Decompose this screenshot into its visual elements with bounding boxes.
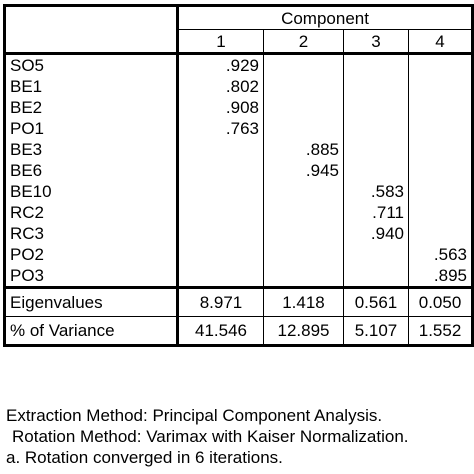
note-extraction-method: Extraction Method: Principal Component A… — [6, 406, 383, 425]
variance-row: % of Variance 41.546 12.895 5.107 1.552 — [4, 316, 473, 346]
summary-cell-1: 41.546 — [177, 316, 264, 346]
loading-cell-4 — [407, 181, 473, 202]
loading-cell-4: .563 — [407, 244, 473, 265]
summary-cell-4: 1.552 — [407, 316, 473, 346]
row-label: SO5 — [4, 53, 179, 76]
loading-cell-3 — [343, 244, 409, 265]
loading-cell-2: .885 — [263, 139, 344, 160]
loading-cell-1 — [178, 160, 264, 181]
loading-cell-2 — [263, 97, 344, 118]
component-number-3: 3 — [343, 29, 409, 55]
loading-cell-4 — [407, 160, 473, 181]
row-label: BE10 — [4, 181, 179, 202]
table-row: BE3 .885 — [4, 139, 473, 160]
row-label: PO3 — [4, 265, 179, 288]
loading-cell-3 — [343, 139, 409, 160]
table-row: BE6 .945 — [4, 160, 473, 181]
summary-cell-4: 0.050 — [407, 286, 473, 317]
table-row: RC2 .711 — [4, 202, 473, 223]
loading-cell-1 — [178, 223, 264, 244]
summary-cell-3: 0.561 — [343, 286, 409, 317]
loading-cell-4 — [407, 118, 473, 139]
loading-cell-1 — [178, 202, 264, 223]
table-row: RC3 .940 — [4, 223, 473, 244]
table-notes: Extraction Method: Principal Component A… — [6, 405, 472, 468]
loading-cell-4 — [407, 97, 473, 118]
loading-cell-1 — [178, 139, 264, 160]
loading-cell-2 — [263, 53, 344, 76]
loading-cell-3 — [343, 76, 409, 97]
summary-cell-2: 12.895 — [263, 316, 344, 346]
loading-cell-4: .895 — [407, 265, 473, 288]
summary-cell-3: 5.107 — [343, 316, 409, 346]
note-rotation-method: Rotation Method: Varimax with Kaiser Nor… — [12, 427, 409, 446]
loading-cell-1: .908 — [225, 98, 259, 117]
loading-cell-1 — [178, 265, 264, 288]
table-row: PO1 .763 — [4, 118, 473, 139]
component-number-1: 1 — [177, 29, 264, 55]
table-row: PO3 .895 — [4, 265, 473, 288]
loading-cell-3 — [343, 53, 409, 76]
header-row-numbers: 1 2 3 4 — [5, 29, 473, 55]
loading-cell-2 — [263, 202, 344, 223]
loading-cell-4 — [407, 53, 473, 76]
row-label: BE3 — [4, 139, 179, 160]
loading-cell-1: .763 — [225, 119, 259, 138]
row-label: BE6 — [4, 160, 179, 181]
summary-body: Eigenvalues 8.971 1.418 0.561 0.050% of Vari… — [4, 286, 473, 346]
loading-cell-3 — [343, 97, 409, 118]
table-row: PO2 .563 — [4, 244, 473, 265]
note-rotation-converged: a. Rotation converged in 6 iterations. — [6, 448, 283, 467]
loading-cell-1: .929 — [225, 56, 259, 75]
loading-cell-1: .802 — [225, 77, 259, 96]
summary-cell-1: 8.971 — [177, 286, 264, 317]
row-label: PO2 — [4, 244, 179, 265]
loading-cell-3 — [343, 265, 409, 288]
row-label: RC3 — [4, 223, 179, 244]
loadings-body: SO5 .929 BE1 .802 BE2 .908 PO1 .763 BE3 .885 BE6 .9… — [4, 53, 473, 288]
row-label: RC2 — [4, 202, 179, 223]
loading-cell-4 — [407, 76, 473, 97]
loading-cell-4 — [407, 202, 473, 223]
table-row: SO5 .929 — [4, 53, 473, 76]
summary-label: Eigenvalues — [4, 286, 179, 317]
loading-cell-3: .583 — [343, 181, 409, 202]
loading-cell-1 — [178, 244, 264, 265]
table-row: BE2 .908 — [4, 97, 473, 118]
loading-cell-2 — [263, 76, 344, 97]
loading-cell-2 — [263, 118, 344, 139]
loading-cell-3 — [343, 118, 409, 139]
component-number-2: 2 — [263, 29, 344, 55]
loading-cell-4 — [407, 223, 473, 244]
table-row: BE10 .583 — [4, 181, 473, 202]
loading-cell-2: .945 — [263, 160, 344, 181]
summary-cell-2: 1.418 — [263, 286, 344, 317]
row-label: BE2 — [4, 97, 179, 118]
loading-cell-2 — [263, 181, 344, 202]
component-header: Component — [177, 5, 473, 30]
rotated-component-matrix: Component 1 2 3 4 SO5.929 BE1.802 BE2.908 P… — [3, 4, 474, 347]
loading-cell-2 — [263, 244, 344, 265]
summary-label: % of Variance — [4, 316, 179, 346]
loading-cell-1 — [178, 181, 264, 202]
component-number-4: 4 — [407, 29, 473, 55]
loading-cell-3: .711 — [343, 202, 409, 223]
loading-cell-4 — [407, 139, 473, 160]
eigenvalues-row: Eigenvalues 8.971 1.418 0.561 0.050 — [4, 286, 473, 317]
header-row-component: Component — [4, 5, 473, 55]
loading-cell-2 — [263, 223, 344, 244]
table-row: BE1 .802 — [4, 76, 473, 97]
loading-cell-3: .940 — [343, 223, 409, 244]
row-label: BE1 — [4, 76, 179, 97]
loading-cell-2 — [263, 265, 344, 288]
loading-cell-3 — [343, 160, 409, 181]
header-corner-cell — [4, 5, 179, 55]
row-label: PO1 — [4, 118, 179, 139]
